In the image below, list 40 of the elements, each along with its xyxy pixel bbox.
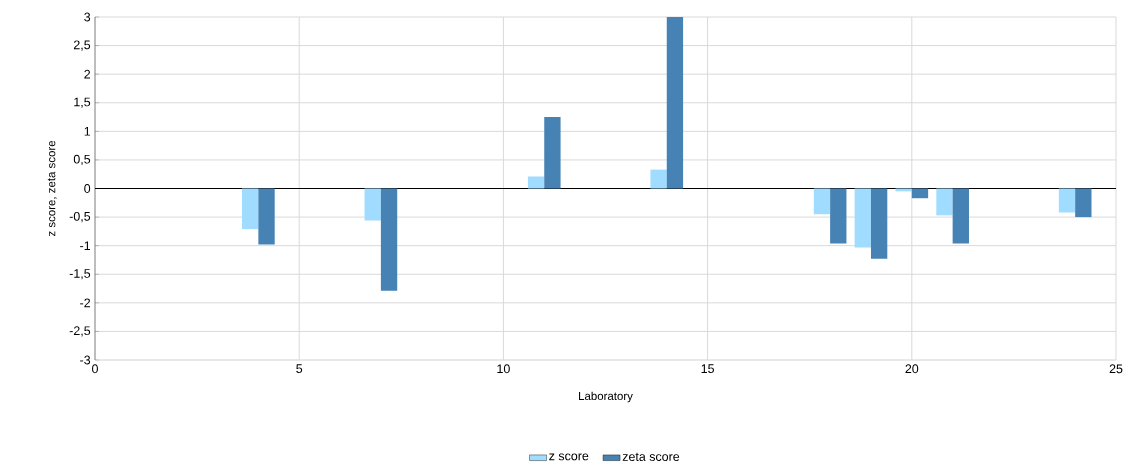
bar [813, 188, 831, 215]
bar [650, 169, 667, 189]
legend-label: z score [549, 453, 589, 461]
bar [364, 188, 381, 221]
bar [242, 188, 259, 230]
y-tick-label: -2 [80, 298, 91, 308]
bar [380, 188, 398, 291]
y-tick-label: 2 [84, 69, 91, 79]
y-tick-label: -0,5 [69, 211, 91, 223]
bar [666, 17, 684, 189]
y-tick-label: -3 [80, 355, 91, 365]
bar [830, 188, 847, 244]
bar [854, 188, 871, 248]
y-tick-label: 1,5 [74, 97, 91, 108]
legend-label: zeta score [622, 452, 680, 461]
y-tick-label: 0,5 [73, 154, 91, 166]
bar [936, 188, 953, 216]
bar [1075, 188, 1092, 218]
x-tick-label: 10 [497, 364, 510, 374]
y-tick-label: 1 [84, 127, 91, 136]
y-tick-label: -1 [80, 241, 91, 250]
y-tick-label: 0 [84, 184, 91, 193]
y-tick-label: -2,5 [69, 326, 91, 337]
x-tick-label: 15 [701, 364, 715, 374]
y-tick-label: -1,5 [69, 269, 91, 280]
bar [544, 117, 561, 189]
bar [258, 188, 275, 245]
bar [911, 188, 929, 199]
x-axis-title: Laboratory [579, 391, 633, 403]
x-tick-label: 20 [905, 364, 919, 374]
bar [952, 188, 969, 244]
x-tick-label: 0 [92, 364, 98, 374]
bar [870, 188, 888, 259]
y-axis-title: z score, zeta score [47, 140, 57, 237]
y-tick-label: 3 [84, 12, 91, 22]
x-tick-label: 5 [296, 364, 303, 374]
y-tick-label: 2,5 [73, 40, 91, 51]
bar [527, 176, 545, 189]
x-tick-label: 25 [1109, 364, 1123, 374]
bar [1058, 188, 1076, 213]
